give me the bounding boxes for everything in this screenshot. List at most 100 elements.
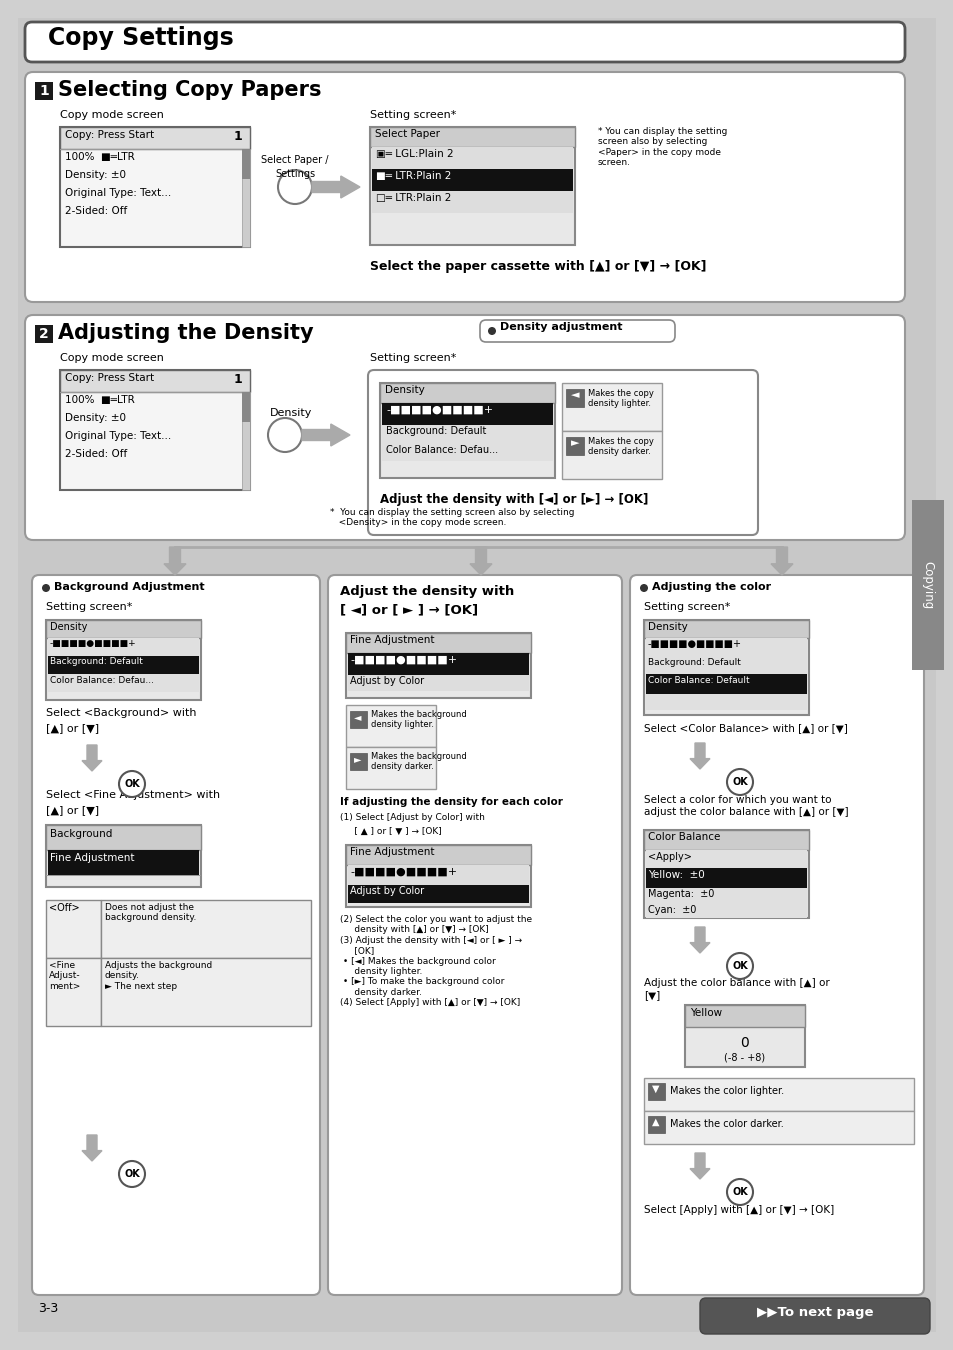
Bar [372,190,573,213]
Text: OK: OK [731,1187,747,1197]
Text: Adjusting the color: Adjusting the color [651,582,770,593]
Bar [645,850,806,868]
Bar [60,370,250,490]
Circle shape [42,585,50,593]
Text: Makes the copy
density darker.: Makes the copy density darker. [587,437,653,456]
FancyBboxPatch shape [479,320,675,342]
Bar [346,845,531,907]
Circle shape [726,769,752,795]
Polygon shape [689,743,709,770]
Bar [643,1079,913,1111]
Circle shape [119,1161,145,1187]
Bar [684,1004,804,1066]
Bar [645,694,806,710]
Text: Select Paper: Select Paper [375,130,439,139]
Polygon shape [82,745,102,771]
Text: [▲] or [▼]: [▲] or [▼] [46,724,99,733]
Text: Density: ±0: Density: ±0 [65,413,126,423]
Text: Select <Background> with: Select <Background> with [46,707,196,718]
Text: -■■■■●■■■■+: -■■■■●■■■■+ [50,639,136,648]
Bar [645,888,806,905]
Bar [350,711,367,728]
Text: ■═ LTR:Plain 2: ■═ LTR:Plain 2 [375,171,451,181]
Bar [46,620,201,639]
Text: Cyan:  ±0: Cyan: ±0 [647,904,696,915]
Text: Adjust by Color: Adjust by Color [350,886,424,896]
Bar [372,147,573,169]
Bar [372,169,573,190]
FancyBboxPatch shape [25,315,904,540]
Text: 1: 1 [233,373,242,386]
Bar [48,674,199,693]
Text: -■■■■●■■■■+: -■■■■●■■■■+ [647,639,741,649]
Circle shape [639,585,647,593]
Polygon shape [689,927,709,953]
Bar [645,904,806,918]
Text: Original Type: Text...: Original Type: Text... [65,431,172,441]
Text: Magenta:  ±0: Magenta: ±0 [647,890,714,899]
Bar [348,653,529,675]
Text: -■■■■●■■■■+: -■■■■●■■■■+ [386,405,493,414]
Circle shape [726,953,752,979]
Bar [346,633,531,698]
Bar [643,830,808,850]
Text: ▶▶To next page: ▶▶To next page [756,1305,872,1319]
FancyBboxPatch shape [700,1297,929,1334]
Bar [561,431,661,479]
Text: Background: Default: Background: Default [50,657,143,666]
Text: (-8 - +8): (-8 - +8) [723,1053,764,1062]
Polygon shape [470,547,492,575]
Bar [643,830,808,918]
Text: 100%  ■═LTR: 100% ■═LTR [65,153,134,162]
Text: Density: Density [50,622,88,632]
Bar [101,958,311,1026]
Text: ►: ► [354,755,361,764]
Bar [346,633,531,653]
FancyBboxPatch shape [32,575,319,1295]
Bar [46,825,201,887]
Text: If adjusting the density for each color: If adjusting the density for each color [339,796,562,807]
Text: -■■■■●■■■■+: -■■■■●■■■■+ [350,655,456,666]
Text: Setting screen*: Setting screen* [46,602,132,612]
Text: Background Adjustment: Background Adjustment [54,582,204,593]
Bar [46,620,201,701]
Text: 3-3: 3-3 [38,1301,58,1315]
Text: ◄: ◄ [570,390,578,400]
Text: Copy: Press Start: Copy: Press Start [65,373,154,383]
Text: ◄: ◄ [354,711,361,722]
Bar [645,674,806,694]
Bar [346,747,436,788]
Bar [346,705,436,747]
Bar [643,620,808,716]
Bar [911,500,943,670]
Text: * You can display the setting
screen also by selecting
<Paper> in the copy mode
: * You can display the setting screen als… [598,127,726,167]
Polygon shape [770,547,792,575]
Text: Setting screen*: Setting screen* [643,602,730,612]
Text: Fine Adjustment: Fine Adjustment [50,853,134,863]
Bar [350,753,367,769]
Circle shape [488,327,496,335]
Text: Setting screen*: Setting screen* [370,352,456,363]
Text: Copy mode screen: Copy mode screen [60,352,164,363]
Bar [101,900,311,958]
Text: Fine Adjustment: Fine Adjustment [350,634,434,645]
Text: Density: ±0: Density: ±0 [65,170,126,180]
Text: □═ LTR:Plain 2: □═ LTR:Plain 2 [375,193,451,202]
Text: 2: 2 [39,327,49,342]
Text: Adjust the color balance with [▲] or
[▼]: Adjust the color balance with [▲] or [▼] [643,977,829,999]
Text: OK: OK [124,1169,140,1179]
Bar [48,850,199,875]
Text: Select a color for which you want to
adjust the color balance with [▲] or [▼]: Select a color for which you want to adj… [643,795,848,817]
Text: Density: Density [385,385,424,396]
FancyBboxPatch shape [25,72,904,302]
Text: Settings: Settings [274,169,314,180]
Circle shape [268,418,302,452]
Text: Adjust by Color: Adjust by Color [350,676,424,686]
Bar [647,1116,664,1133]
Text: 1: 1 [233,130,242,143]
Text: [ ▲ ] or [ ▼ ] → [OK]: [ ▲ ] or [ ▼ ] → [OK] [339,828,441,836]
Text: 0: 0 [740,1035,749,1050]
Text: Background: Default: Background: Default [386,427,486,436]
Polygon shape [689,1153,709,1179]
Text: Select <Fine Adjustment> with: Select <Fine Adjustment> with [46,790,220,801]
